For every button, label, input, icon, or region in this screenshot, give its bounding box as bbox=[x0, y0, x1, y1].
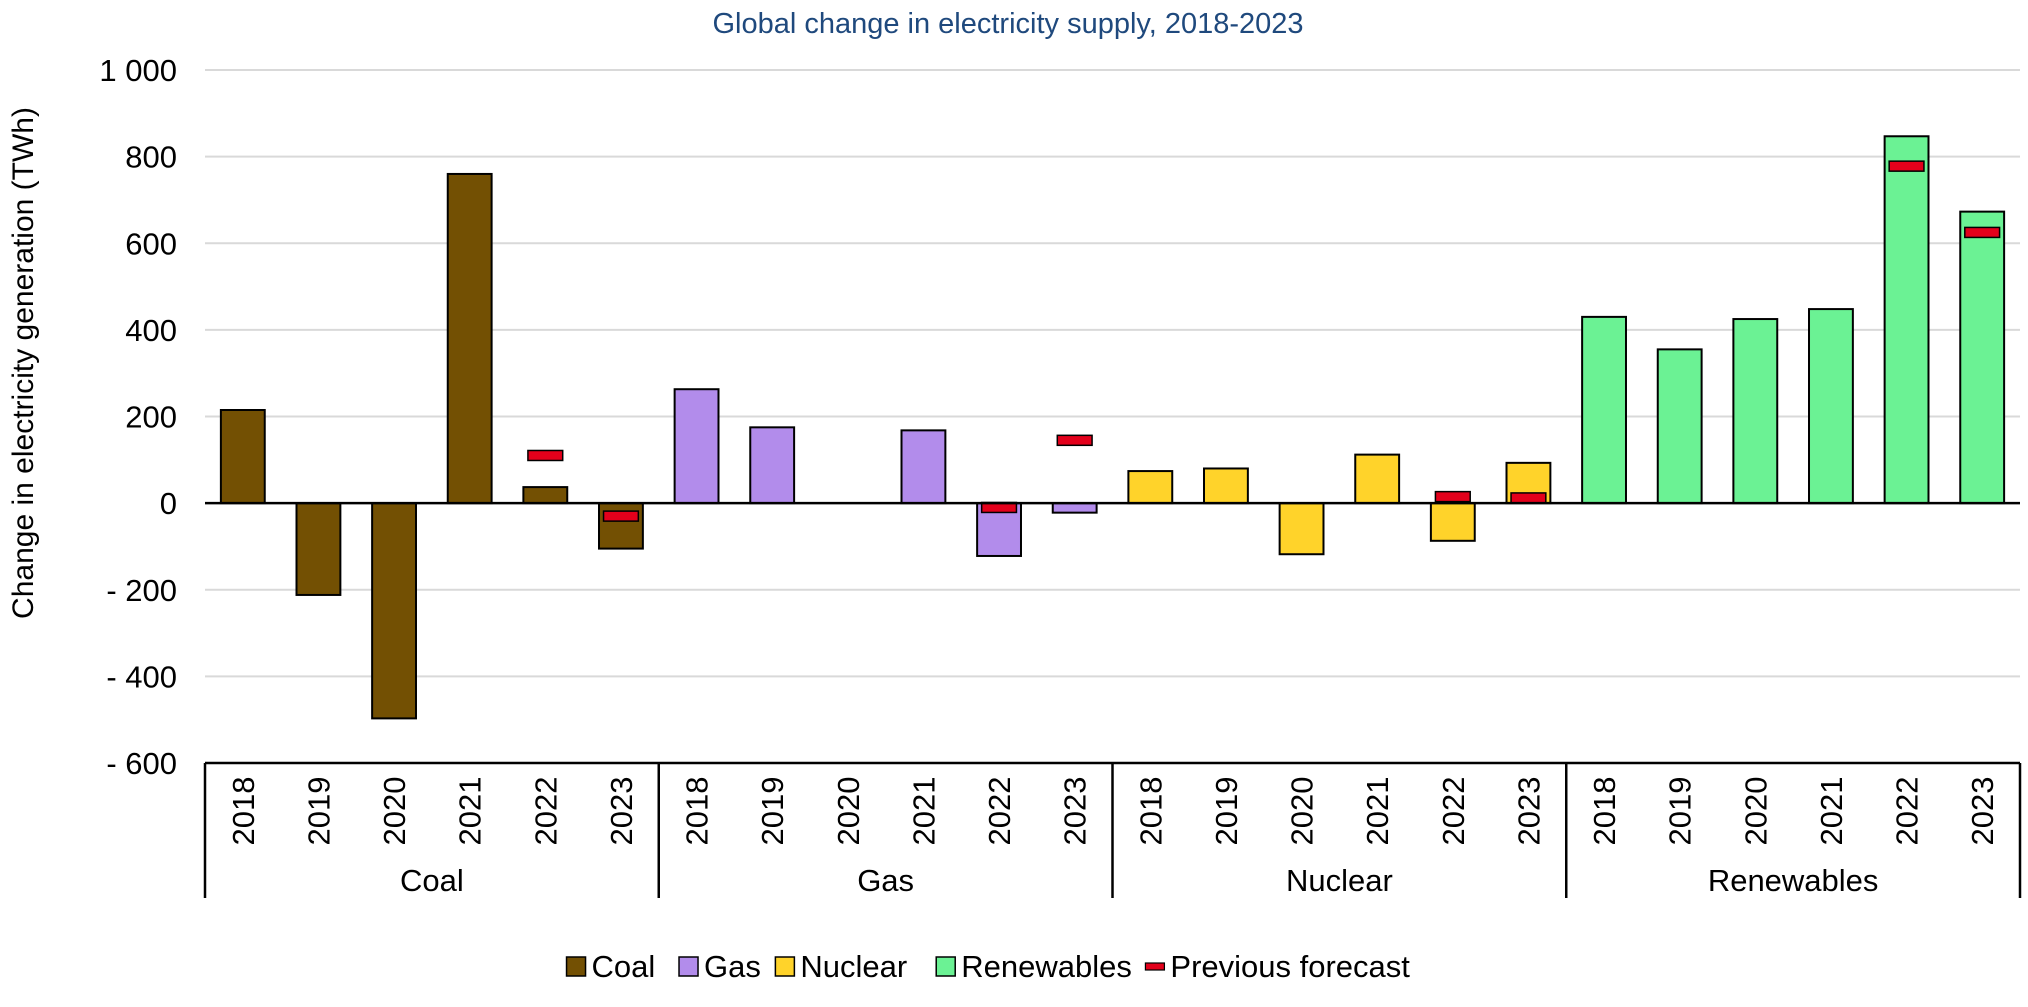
legend-swatch-previous-forecast bbox=[1144, 962, 1166, 971]
previous-forecast-marker-coal-2022 bbox=[527, 449, 564, 462]
x-year-label: 2019 bbox=[1663, 777, 1698, 846]
group-label-renewables: Renewables bbox=[1708, 863, 1879, 898]
x-year-label: 2018 bbox=[1587, 777, 1622, 846]
legend-label-coal: Coal bbox=[592, 949, 656, 984]
y-tick-label: 400 bbox=[125, 313, 177, 348]
x-year-label: 2023 bbox=[1511, 777, 1546, 846]
bars bbox=[219, 135, 2006, 720]
bar-nuclear-2019 bbox=[1203, 467, 1249, 505]
bar-gas-2021 bbox=[900, 429, 947, 505]
legend-label-gas: Gas bbox=[704, 949, 761, 984]
y-tick-label: - 600 bbox=[106, 746, 177, 781]
x-year-label: 2022 bbox=[528, 777, 563, 846]
bar-coal-2019 bbox=[295, 502, 342, 596]
bar-coal-2023 bbox=[598, 502, 644, 550]
previous-forecast-marker-renewables-2022 bbox=[1888, 160, 1925, 172]
previous-forecast-marker-nuclear-2022 bbox=[1434, 490, 1471, 503]
x-year-label: 2021 bbox=[906, 777, 941, 846]
bar-gas-2023 bbox=[1051, 502, 1098, 514]
x-year-label: 2023 bbox=[604, 777, 639, 846]
previous-forecast-markers bbox=[527, 160, 2001, 522]
y-tick-label: 200 bbox=[125, 400, 177, 435]
bar-renewables-2020 bbox=[1732, 318, 1779, 505]
bar-nuclear-2021 bbox=[1354, 453, 1401, 505]
y-axis-label: Change in electricity generation (TWh) bbox=[7, 107, 40, 619]
y-tick-label: 800 bbox=[125, 140, 177, 175]
x-year-label: 2021 bbox=[453, 777, 488, 846]
y-axis-ticks: - 600 - 400 - 200 0 200 400 600 800 1 000 bbox=[99, 53, 177, 781]
x-year-label: 2021 bbox=[1814, 777, 1849, 846]
chart-title: Global change in electricity supply, 201… bbox=[712, 8, 1303, 40]
previous-forecast-marker-gas-2023 bbox=[1056, 434, 1093, 447]
bar-gas-2018 bbox=[673, 388, 720, 505]
bar-renewables-2023 bbox=[1959, 210, 2006, 505]
bar-renewables-2019 bbox=[1656, 348, 1703, 505]
legend-swatch-gas bbox=[678, 956, 699, 977]
x-axis: 2018 2019 2020 2021 2022 2023 2018 2019 2020 2021… bbox=[203, 501, 2022, 898]
y-tick-label: 1 000 bbox=[99, 53, 177, 88]
x-year-label: 2022 bbox=[1890, 777, 1925, 846]
x-year-label: 2020 bbox=[831, 777, 866, 846]
bar-gas-2019 bbox=[749, 426, 796, 505]
x-year-label: 2018 bbox=[680, 777, 715, 846]
bar-renewables-2022 bbox=[1883, 135, 1930, 505]
bar-nuclear-2020 bbox=[1278, 502, 1325, 556]
bar-renewables-2018 bbox=[1581, 315, 1627, 505]
legend: Coal Gas Nuclear Renewables Previous forecas… bbox=[565, 949, 1410, 984]
group-label-coal: Coal bbox=[400, 863, 464, 898]
y-tick-label: - 200 bbox=[106, 573, 177, 608]
legend-label-renewables: Renewables bbox=[961, 949, 1132, 984]
group-label-nuclear: Nuclear bbox=[1286, 863, 1393, 898]
bar-renewables-2021 bbox=[1808, 308, 1854, 505]
x-year-label: 2023 bbox=[1965, 777, 2000, 846]
x-year-label: 2020 bbox=[1738, 777, 1773, 846]
group-label-gas: Gas bbox=[857, 863, 914, 898]
legend-swatch-nuclear bbox=[774, 956, 796, 977]
bar-coal-2018 bbox=[219, 409, 266, 505]
bar-coal-2022 bbox=[522, 486, 569, 505]
x-year-label: 2021 bbox=[1360, 777, 1395, 846]
gridlines bbox=[205, 69, 2020, 764]
x-year-label: 2020 bbox=[377, 777, 412, 846]
legend-label-previous-forecast: Previous forecast bbox=[1170, 949, 1410, 984]
legend-label-nuclear: Nuclear bbox=[800, 949, 907, 984]
bar-coal-2021 bbox=[446, 172, 493, 505]
y-tick-label: 600 bbox=[125, 226, 177, 261]
legend-swatch-coal bbox=[565, 956, 587, 977]
x-year-label: 2022 bbox=[982, 777, 1017, 846]
legend-swatch-renewables bbox=[935, 956, 956, 977]
previous-forecast-marker-coal-2023 bbox=[602, 510, 640, 522]
x-year-label: 2020 bbox=[1285, 777, 1320, 846]
y-tick-label: - 400 bbox=[106, 659, 177, 694]
x-year-label: 2023 bbox=[1058, 777, 1093, 846]
y-tick-label: 0 bbox=[160, 486, 177, 521]
bar-coal-2020 bbox=[371, 502, 417, 720]
previous-forecast-marker-renewables-2023 bbox=[1964, 226, 2001, 239]
previous-forecast-marker-nuclear-2023 bbox=[1510, 492, 1547, 504]
x-year-label: 2019 bbox=[755, 777, 790, 846]
bar-nuclear-2022 bbox=[1429, 502, 1476, 542]
bar-nuclear-2018 bbox=[1127, 470, 1174, 505]
x-year-label: 2018 bbox=[1133, 777, 1168, 846]
x-year-label: 2022 bbox=[1436, 777, 1471, 846]
x-year-label: 2019 bbox=[301, 777, 336, 846]
x-year-label: 2018 bbox=[226, 777, 261, 846]
x-year-label: 2019 bbox=[1209, 777, 1244, 846]
